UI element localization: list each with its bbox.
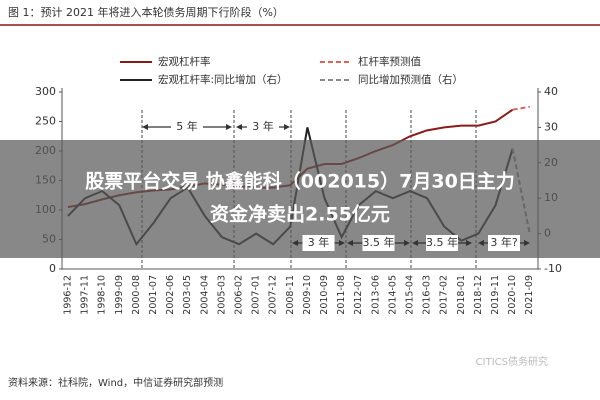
x-tick-label: 2020-10 [507, 275, 518, 315]
x-tick-label: 2019-11 [490, 275, 501, 315]
annotation-bg [426, 235, 458, 251]
series-line [512, 105, 530, 111]
x-tick-label: 2001-07 [148, 275, 159, 315]
overlay-text: 资金净卖出2.55亿元 [210, 203, 390, 226]
x-tick-label: 2015-04 [405, 275, 416, 315]
arrow-head [412, 240, 472, 246]
chart-title: 图 1：预计 2021 年将进入本轮债务周期下行阶段（%） [8, 5, 284, 19]
annotation: 5 年 [176, 119, 198, 133]
x-tick-label: 1997-11 [80, 275, 91, 315]
y-tick-label: 0 [49, 262, 56, 275]
x-tick-label: 1996-12 [63, 275, 74, 315]
arrow-head [478, 240, 530, 246]
annotation: 3 年? [490, 235, 517, 249]
annotation-bg [247, 119, 279, 135]
watermark: CITICS债务研究 [476, 355, 548, 368]
arrow-head [292, 240, 345, 246]
annotation-bg [171, 119, 203, 135]
x-tick-label: 2016-03 [422, 275, 433, 315]
x-tick-label: 2003-05 [182, 275, 193, 315]
annotation-bg [362, 235, 395, 251]
annotation-bg [302, 235, 335, 251]
x-tick-label: 2014-05 [387, 275, 398, 315]
annotation: 3 年 [252, 119, 274, 133]
x-tick-label: 2007-12 [268, 275, 279, 315]
x-tick-label: 1998-10 [97, 275, 108, 315]
overlay-text: 股票平台交易 协鑫能科（002015）7月30日主力 [85, 170, 515, 193]
y2-tick-label: 40 [544, 85, 558, 98]
x-tick-label: 2004-04 [199, 275, 210, 315]
x-tick-label: 2021-09 [524, 275, 535, 315]
x-tick-label: 2006-02 [234, 275, 245, 315]
x-tick-label: 2018-01 [456, 275, 467, 315]
annotation: 3 年 [308, 235, 330, 249]
y-tick-label: 300 [35, 85, 56, 98]
x-tick-label: 2011-08 [336, 275, 347, 315]
legend-label: 宏观杠杆率 [158, 55, 211, 68]
x-tick-label: 2017-02 [439, 275, 450, 315]
x-tick-label: 2007-01 [251, 275, 262, 315]
x-tick-label: 2005-03 [216, 275, 227, 315]
annotation: 3.5 年 [363, 235, 395, 249]
y-tick-label: 250 [35, 115, 56, 128]
x-tick-label: 2012-07 [353, 275, 364, 315]
annotation: 3.5 年 [426, 235, 458, 249]
legend-label: 宏观杠杆率:同比增加（右） [158, 73, 288, 86]
x-tick-label: 2013-06 [370, 275, 381, 315]
x-tick-label: 2002-06 [165, 275, 176, 315]
source-note: 资料来源：社科院，Wind，中信证券研究部预测 [8, 376, 223, 389]
x-tick-label: 2009-10 [302, 275, 313, 315]
x-tick-label: 1999-09 [114, 275, 125, 315]
x-tick-label: 2008-11 [285, 275, 296, 315]
x-tick-label: 2000-08 [131, 275, 142, 315]
legend-label: 杠杆率预测值 [358, 55, 421, 68]
y2-tick-label: 30 [544, 120, 558, 133]
annotation-bg [488, 235, 520, 251]
legend-label: 同比增加预测值（右） [358, 73, 463, 86]
x-tick-label: 2018-12 [473, 275, 484, 315]
x-tick-label: 2010-09 [319, 275, 330, 315]
arrow-head [236, 124, 290, 130]
y2-tick-label: -10 [544, 262, 562, 275]
